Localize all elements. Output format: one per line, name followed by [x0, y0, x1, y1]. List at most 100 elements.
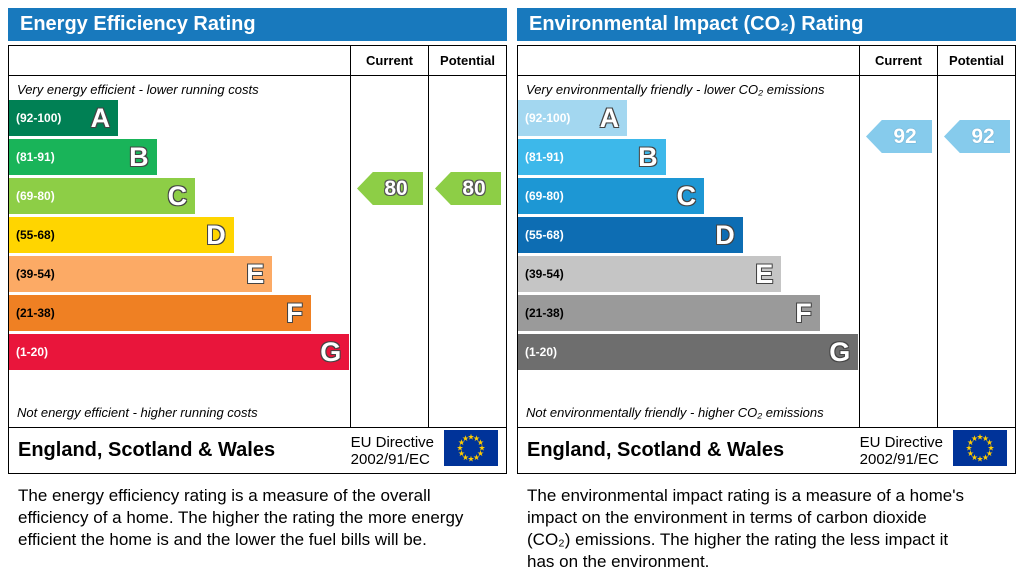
region-label: England, Scotland & Wales: [527, 439, 785, 461]
band-row: (1-20) G: [9, 334, 350, 370]
band-row: (39-54) E: [9, 256, 350, 292]
environmental-rating-chart: Current Potential Very environmentally f…: [517, 45, 1016, 428]
current-column-header: Current: [859, 46, 937, 75]
panel-title: Environmental Impact (CO₂) Rating: [517, 8, 1016, 41]
band-range: (81-91): [16, 150, 55, 164]
band-letter: G: [829, 337, 851, 367]
band-letter: D: [715, 220, 735, 250]
environmental-rating-description: The environmental impact rating is a mea…: [527, 486, 964, 571]
band-letter: G: [320, 337, 342, 367]
chart-footer: England, Scotland & Wales EU Directive 2…: [517, 428, 1016, 474]
band-letter: A: [90, 103, 111, 133]
current-rating-value: 80: [384, 176, 408, 200]
band-row: (21-38) F: [9, 295, 350, 331]
band-letter: E: [246, 259, 265, 289]
band-d: (55-68) D: [9, 217, 234, 253]
band-b: (81-91) B: [9, 139, 157, 175]
band-b: (81-91) B: [518, 139, 666, 175]
band-letter: D: [206, 220, 226, 250]
band-f: (21-38) F: [518, 295, 820, 331]
energy-rating-description: The energy efficiency rating is a measur…: [18, 486, 464, 549]
band-range: (92-100): [16, 111, 62, 125]
top-caption: Very environmentally friendly - lower CO…: [526, 82, 825, 97]
band-letter: E: [755, 259, 774, 289]
band-row: (21-38) F: [518, 295, 859, 331]
band-row: (92-100) A: [518, 100, 859, 136]
potential-rating-arrow: 80: [435, 172, 501, 205]
potential-rating-value: 80: [462, 176, 486, 200]
band-e: (39-54) E: [9, 256, 273, 292]
bottom-caption: Not environmentally friendly - higher CO…: [526, 405, 824, 420]
chart-footer: England, Scotland & Wales EU Directive 2…: [8, 428, 507, 474]
top-caption: Very energy efficient - lower running co…: [17, 82, 259, 97]
band-range: (39-54): [16, 267, 55, 281]
environmental-impact-panel: Environmental Impact (CO₂) Rating Curren…: [517, 8, 1016, 573]
band-range: (21-38): [16, 306, 55, 320]
eu-directive-label: EU Directive 2002/91/EC: [350, 433, 434, 468]
bottom-caption: Not energy efficient - higher running co…: [17, 405, 258, 420]
band-letter: F: [795, 298, 812, 328]
current-rating-value: 92: [893, 124, 917, 148]
region-label: England, Scotland & Wales: [18, 439, 276, 461]
current-column: 92: [859, 76, 937, 427]
band-range: (69-80): [16, 189, 55, 203]
band-letter: F: [286, 298, 303, 328]
energy-rating-chart: Current Potential Very energy efficient …: [8, 45, 507, 428]
band-range: (55-68): [525, 228, 564, 242]
band-a: (92-100) A: [9, 100, 119, 136]
band-row: (55-68) D: [518, 217, 859, 253]
band-range: (92-100): [525, 111, 571, 125]
band-g: (1-20) G: [518, 334, 859, 370]
eu-flag-icon: [444, 430, 498, 471]
current-rating-arrow: 80: [357, 172, 423, 205]
bands-column: Very energy efficient - lower running co…: [9, 76, 350, 427]
eu-flag-icon: [953, 430, 1007, 471]
band-row: (92-100) A: [9, 100, 350, 136]
band-letter: C: [676, 181, 697, 211]
band-g: (1-20) G: [9, 334, 350, 370]
potential-column: 80: [428, 76, 506, 427]
band-e: (39-54) E: [518, 256, 782, 292]
current-rating-arrow: 92: [866, 120, 932, 153]
band-letter: C: [167, 181, 188, 211]
band-row: (69-80) C: [9, 178, 350, 214]
band-row: (81-91) B: [518, 139, 859, 175]
potential-column-header: Potential: [937, 46, 1015, 75]
band-f: (21-38) F: [9, 295, 311, 331]
band-range: (21-38): [525, 306, 564, 320]
panel-title: Energy Efficiency Rating: [8, 8, 507, 41]
band-letter: B: [129, 142, 149, 172]
band-row: (39-54) E: [518, 256, 859, 292]
potential-rating-value: 92: [971, 124, 995, 148]
energy-efficiency-panel: Energy Efficiency Rating Current Potenti…: [8, 8, 507, 573]
band-range: (81-91): [525, 150, 564, 164]
band-range: (1-20): [16, 345, 49, 359]
band-letter: B: [638, 142, 658, 172]
chart-body: Very energy efficient - lower running co…: [9, 76, 506, 427]
band-range: (55-68): [16, 228, 55, 242]
band-row: (81-91) B: [9, 139, 350, 175]
band-c: (69-80) C: [518, 178, 705, 214]
header-spacer: [9, 46, 350, 75]
potential-column-header: Potential: [428, 46, 506, 75]
band-c: (69-80) C: [9, 178, 196, 214]
band-range: (69-80): [525, 189, 564, 203]
band-row: (69-80) C: [518, 178, 859, 214]
bands-column: Very environmentally friendly - lower CO…: [518, 76, 859, 427]
band-row: (55-68) D: [9, 217, 350, 253]
current-column: 80: [350, 76, 428, 427]
potential-column: 92: [937, 76, 1015, 427]
column-header-row: Current Potential: [518, 46, 1015, 76]
eu-directive-label: EU Directive 2002/91/EC: [859, 433, 943, 468]
band-range: (39-54): [525, 267, 564, 281]
band-d: (55-68) D: [518, 217, 743, 253]
band-row: (1-20) G: [518, 334, 859, 370]
potential-rating-arrow: 92: [944, 120, 1010, 153]
band-letter: A: [599, 103, 620, 133]
column-header-row: Current Potential: [9, 46, 506, 76]
band-range: (1-20): [525, 345, 558, 359]
band-a: (92-100) A: [518, 100, 628, 136]
chart-body: Very environmentally friendly - lower CO…: [518, 76, 1015, 427]
header-spacer: [518, 46, 859, 75]
